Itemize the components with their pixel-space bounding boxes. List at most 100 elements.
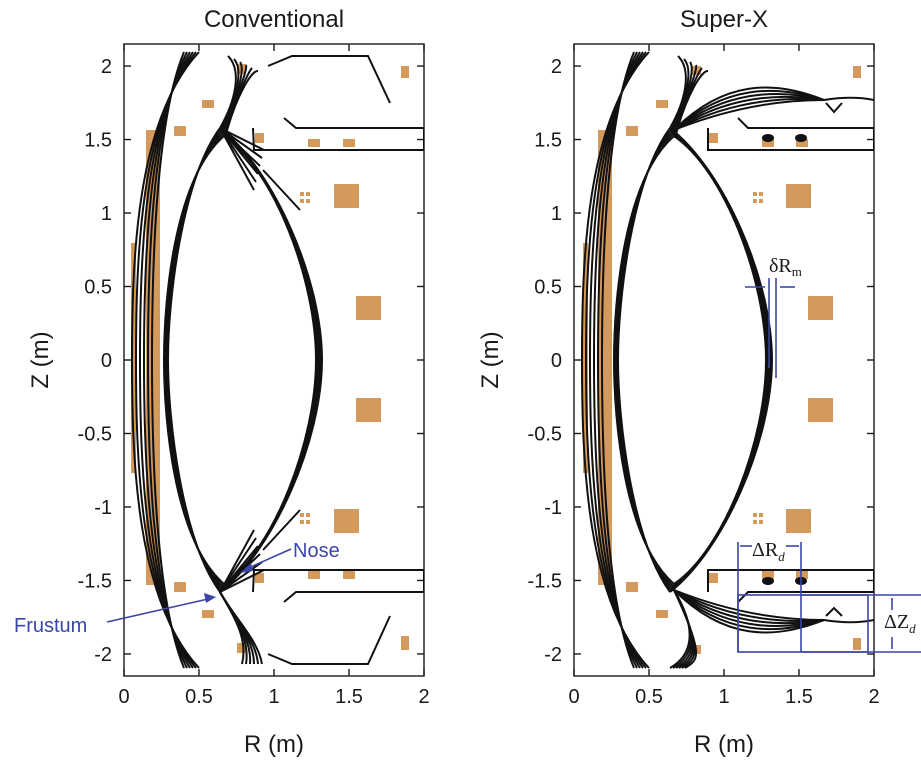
coil <box>786 184 811 208</box>
x-tick-label: 0 <box>568 686 579 708</box>
coil <box>753 513 757 517</box>
arrowhead-icon <box>204 593 216 603</box>
flux-line <box>150 51 185 669</box>
y-tick-label: -1 <box>94 497 112 519</box>
flux-line <box>673 92 825 131</box>
flux-line <box>670 58 690 131</box>
y-axis-label: Z (m) <box>477 331 504 388</box>
y-tick-label: -1.5 <box>78 570 112 592</box>
flux-line <box>219 127 261 167</box>
panel-title: Conventional <box>204 6 344 33</box>
flux-line <box>219 127 265 151</box>
axis-ticks: 0 0.5 1 1.5 2 2 1.5 1 0.5 0 -0.5 -1 -1.5 -2 <box>78 44 430 708</box>
flux-line <box>613 133 674 587</box>
flux-line <box>165 129 222 591</box>
coil <box>174 126 186 136</box>
flux-line <box>224 70 259 139</box>
coil <box>131 243 136 473</box>
flux-line <box>612 135 675 585</box>
flux-surfaces <box>580 51 874 669</box>
flux-line <box>673 589 825 621</box>
coil <box>255 573 264 583</box>
coil <box>202 610 214 618</box>
coil <box>334 509 359 533</box>
coil <box>759 199 763 203</box>
flux-line <box>223 135 318 585</box>
panel-conventional: Conventional 0 0.5 1 1.5 2 2 1.5 1 0.5 0 -0.5 -1 -1.… <box>14 6 430 758</box>
flux-line <box>219 569 265 593</box>
x-tick-label: 0.5 <box>185 686 213 708</box>
x-axis-label: R (m) <box>694 731 754 758</box>
y-tick-label: 2 <box>551 56 562 78</box>
vessel-wall <box>252 55 424 665</box>
flux-line <box>673 95 825 131</box>
flux-line <box>163 133 224 587</box>
flux-line <box>823 96 874 101</box>
y-tick-label: 1.5 <box>84 130 112 152</box>
flux-line <box>221 131 321 589</box>
frustum-label: Frustum <box>14 615 87 637</box>
coil <box>786 509 811 533</box>
annotation-frustum: Frustum <box>14 593 216 637</box>
flux-line <box>219 127 259 175</box>
flux-line <box>673 98 825 131</box>
panel-super-x: Super-X 0 0.5 1 1.5 2 2 1.5 1 0.5 0 -0.5 -1 -1.5 -2 R… <box>477 6 921 758</box>
coil <box>759 192 763 196</box>
y-tick-label: 0 <box>101 350 112 372</box>
coil <box>356 296 381 320</box>
flux-line <box>146 51 188 669</box>
coil <box>343 571 355 579</box>
flux-line <box>672 64 698 135</box>
flux-line <box>673 135 768 585</box>
vessel-wall <box>707 102 874 617</box>
annotation-nose: Nose <box>240 540 340 573</box>
y-tick-label: -1.5 <box>528 570 562 592</box>
coil <box>174 582 186 592</box>
y-axis-label: Z (m) <box>27 331 54 388</box>
flux-line <box>220 58 240 131</box>
x-tick-label: 1 <box>268 686 279 708</box>
coil <box>709 573 718 583</box>
coil <box>202 100 214 108</box>
pf-coils <box>583 66 861 654</box>
y-tick-label: -2 <box>94 644 112 666</box>
flux-line <box>588 51 644 669</box>
flux-line <box>673 99 825 131</box>
coil <box>300 199 304 203</box>
flux-line <box>219 127 263 159</box>
flux-line <box>673 589 825 634</box>
y-tick-label: -0.5 <box>528 423 562 445</box>
flux-line <box>219 591 263 665</box>
coil <box>306 520 310 524</box>
flux-line <box>221 61 243 133</box>
flux-line <box>673 86 825 131</box>
flux-line <box>673 589 697 669</box>
flux-line <box>130 51 200 669</box>
coil <box>753 192 757 196</box>
y-tick-label: 0.5 <box>534 277 562 299</box>
y-tick-label: 2 <box>101 56 112 78</box>
flux-line <box>219 561 263 593</box>
x-tick-label: 1 <box>718 686 729 708</box>
flux-line <box>138 51 194 669</box>
flux-line <box>673 589 825 625</box>
frustum-arrow <box>106 598 209 623</box>
flux-line <box>596 51 638 669</box>
coil <box>306 199 310 203</box>
y-tick-label: 1 <box>551 203 562 225</box>
coil <box>808 398 833 422</box>
x-tick-label: 0 <box>118 686 129 708</box>
coil <box>300 520 304 524</box>
flux-line <box>219 529 255 593</box>
flux-line <box>592 51 641 669</box>
flux-line <box>580 51 650 669</box>
flux-line <box>673 67 703 137</box>
coil <box>656 100 668 108</box>
coil <box>796 571 808 579</box>
coil <box>759 520 763 524</box>
flux-line <box>166 127 221 593</box>
divertor-coil-icon <box>795 134 807 142</box>
y-tick-label: 1.5 <box>534 130 562 152</box>
flux-line <box>616 127 671 593</box>
coil <box>255 133 264 143</box>
